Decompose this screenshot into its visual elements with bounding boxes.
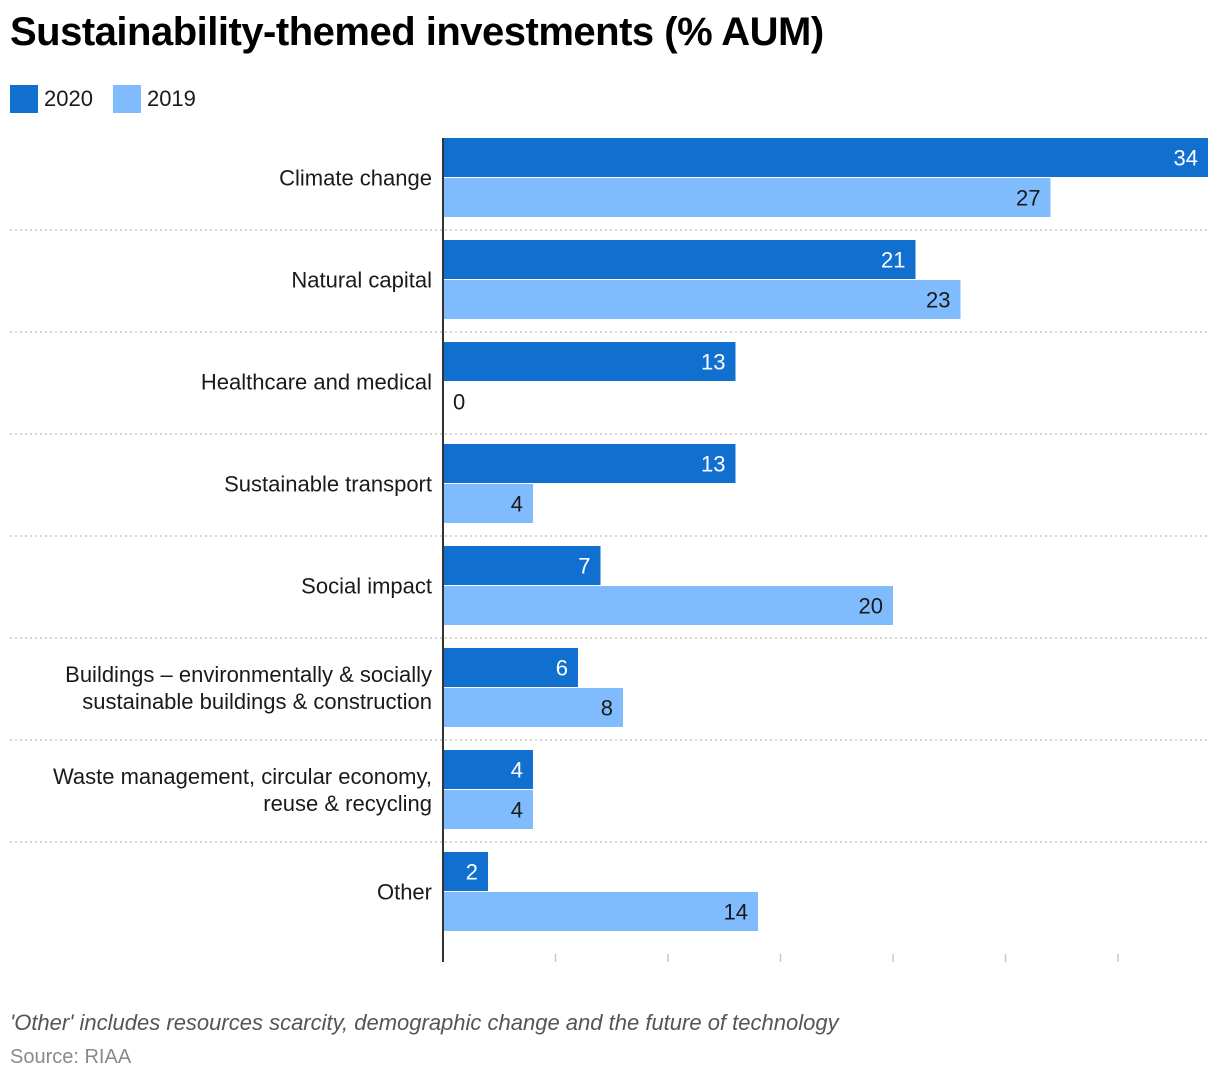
legend-label-2020: 2020	[44, 86, 93, 111]
bar-2019	[443, 586, 893, 625]
x-tick-label: 15	[769, 967, 791, 970]
data-label-2019: 23	[926, 288, 950, 313]
data-label-2020: 2	[466, 860, 478, 885]
data-label-2020: 34	[1174, 146, 1198, 171]
data-label-2020: 21	[881, 248, 905, 273]
bar-2019	[443, 790, 533, 829]
data-label-2020: 13	[701, 452, 725, 477]
chart-title: Sustainability-themed investments (% AUM…	[10, 10, 824, 54]
data-label-2019: 0	[453, 390, 465, 415]
legend: 2020 2019	[10, 84, 216, 114]
x-tick-label: 20	[882, 967, 904, 970]
x-tick-label: 25	[994, 967, 1016, 970]
bar-2020	[443, 648, 578, 687]
category-label: reuse & recycling	[263, 791, 432, 816]
bar-2019	[443, 280, 961, 319]
data-label-2019: 20	[859, 594, 883, 619]
data-label-2019: 27	[1016, 186, 1040, 211]
bar-2019	[443, 178, 1051, 217]
category-label: Sustainable transport	[224, 472, 432, 497]
category-label: Waste management, circular economy,	[53, 764, 432, 789]
bar-2020	[443, 138, 1208, 177]
data-label-2020: 6	[556, 656, 568, 681]
chart-note: 'Other' includes resources scarcity, dem…	[10, 1010, 839, 1035]
data-label-2020: 13	[701, 350, 725, 375]
chart-source: Source: RIAA	[10, 1046, 132, 1068]
bar-2019	[443, 688, 623, 727]
x-tick-label: 10	[657, 967, 679, 970]
category-label: sustainable buildings & construction	[82, 689, 432, 714]
legend-swatch-2019	[112, 85, 141, 113]
legend-swatch-2020	[10, 85, 38, 113]
legend-label-2019: 2019	[146, 86, 196, 111]
x-tick-label: 5	[550, 967, 561, 970]
category-label: Other	[377, 880, 432, 905]
bar-2020	[443, 342, 736, 381]
data-label-2019: 4	[511, 492, 523, 517]
x-tick-label: 0	[437, 967, 448, 970]
bar-2020	[443, 240, 916, 279]
data-label-2019: 4	[511, 798, 523, 823]
category-label: Climate change	[279, 166, 432, 191]
bar-2020	[443, 546, 601, 585]
category-label: Buildings – environmentally & socially	[65, 662, 432, 687]
data-label-2019: 14	[724, 900, 748, 925]
data-label-2020: 7	[578, 554, 590, 579]
bar-2020	[443, 750, 533, 789]
bar-2019	[443, 892, 758, 931]
category-label: Healthcare and medical	[201, 370, 432, 395]
data-label-2020: 4	[511, 758, 523, 783]
bar-2020	[443, 852, 488, 891]
bar-2019	[443, 484, 533, 523]
category-label: Social impact	[301, 574, 432, 599]
bar-2020	[443, 444, 736, 483]
category-label: Natural capital	[291, 268, 432, 293]
x-tick-label: 30	[1107, 967, 1129, 970]
data-label-2019: 8	[601, 696, 613, 721]
legend-item-2019: 2019	[112, 85, 196, 113]
legend-item-2020: 2020	[10, 85, 93, 113]
